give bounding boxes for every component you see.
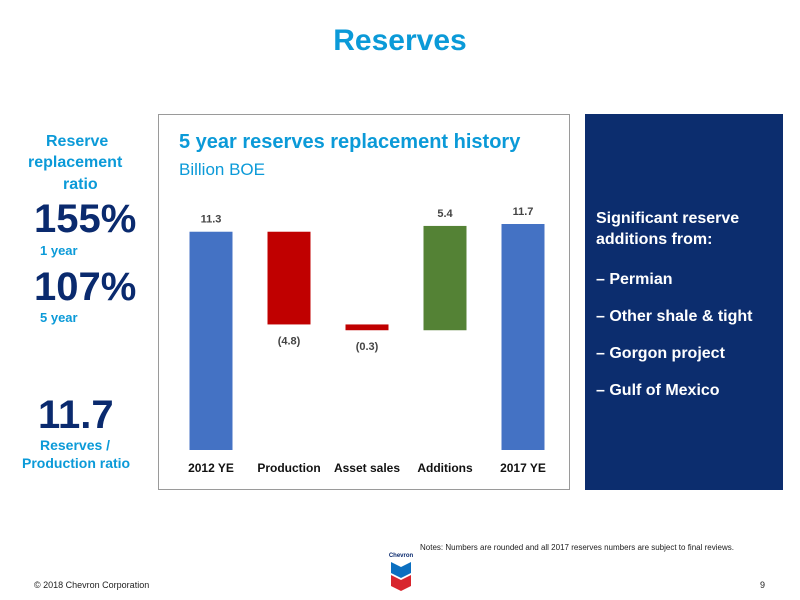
rrr-label-line-3: ratio: [63, 176, 98, 193]
chart-title: 5 year reserves replacement history: [179, 131, 521, 153]
category-label: 2017 YE: [500, 461, 546, 475]
addition-item-permian: – Permian: [596, 271, 673, 288]
chevron-logo: Chevron: [381, 553, 421, 591]
rrr-label-line-1: Reserve: [46, 133, 109, 150]
page-title: Reserves: [333, 24, 467, 57]
additions-heading: Significant reserve additions from:: [596, 208, 781, 250]
chevron-emblem-icon: [391, 562, 411, 591]
reserves-production-value: 11.7: [38, 393, 114, 437]
five-year-rrr-value: 107%: [34, 265, 137, 309]
bar-2017-ye: [501, 224, 545, 450]
rrr-label-line-2: replacement: [28, 154, 123, 171]
five-year-label: 5 year: [40, 310, 78, 325]
category-label: Asset sales: [334, 461, 400, 475]
addition-item-gulf: – Gulf of Mexico: [596, 382, 720, 399]
data-label: (4.8): [278, 335, 301, 347]
one-year-rrr-value: 155%: [34, 197, 137, 241]
logo-wordmark: Chevron: [388, 553, 414, 559]
chart-svg: 11.3 2012 YE (4.8) Production (0.3) Asset sal…: [188, 206, 546, 475]
bar-production: [267, 231, 311, 325]
category-label: Additions: [417, 461, 473, 475]
additions-heading-line-1: Significant reserve: [596, 210, 740, 227]
category-label: 2012 YE: [188, 461, 234, 475]
data-label: 11.3: [201, 214, 222, 226]
bar-asset-sales: [345, 324, 389, 331]
category-label: Production: [257, 461, 320, 475]
footnote: Notes: Numbers are rounded and all 2017 …: [420, 543, 734, 552]
data-label: 11.7: [513, 206, 534, 218]
one-year-label: 1 year: [40, 243, 78, 258]
waterfall-chart: 5 year reserves replacement history Bill…: [158, 114, 570, 490]
reserve-additions-panel: Significant reserve additions from: – Pe…: [585, 114, 783, 490]
chart-subtitle: Billion BOE: [179, 160, 265, 179]
data-label: 5.4: [437, 208, 453, 220]
page-number: 9: [760, 580, 766, 590]
copyright: © 2018 Chevron Corporation: [34, 580, 150, 590]
addition-item-gorgon: – Gorgon project: [596, 345, 725, 362]
reserves-production-label-1: Reserves /: [40, 437, 111, 453]
reserves-production-label-2: Production ratio: [22, 455, 131, 471]
bar-additions: [423, 225, 467, 331]
additions-heading-line-2: additions from:: [596, 231, 713, 248]
data-label: (0.3): [356, 341, 379, 353]
bar-2012-ye: [189, 231, 233, 450]
addition-item-shale: – Other shale & tight: [596, 308, 753, 325]
